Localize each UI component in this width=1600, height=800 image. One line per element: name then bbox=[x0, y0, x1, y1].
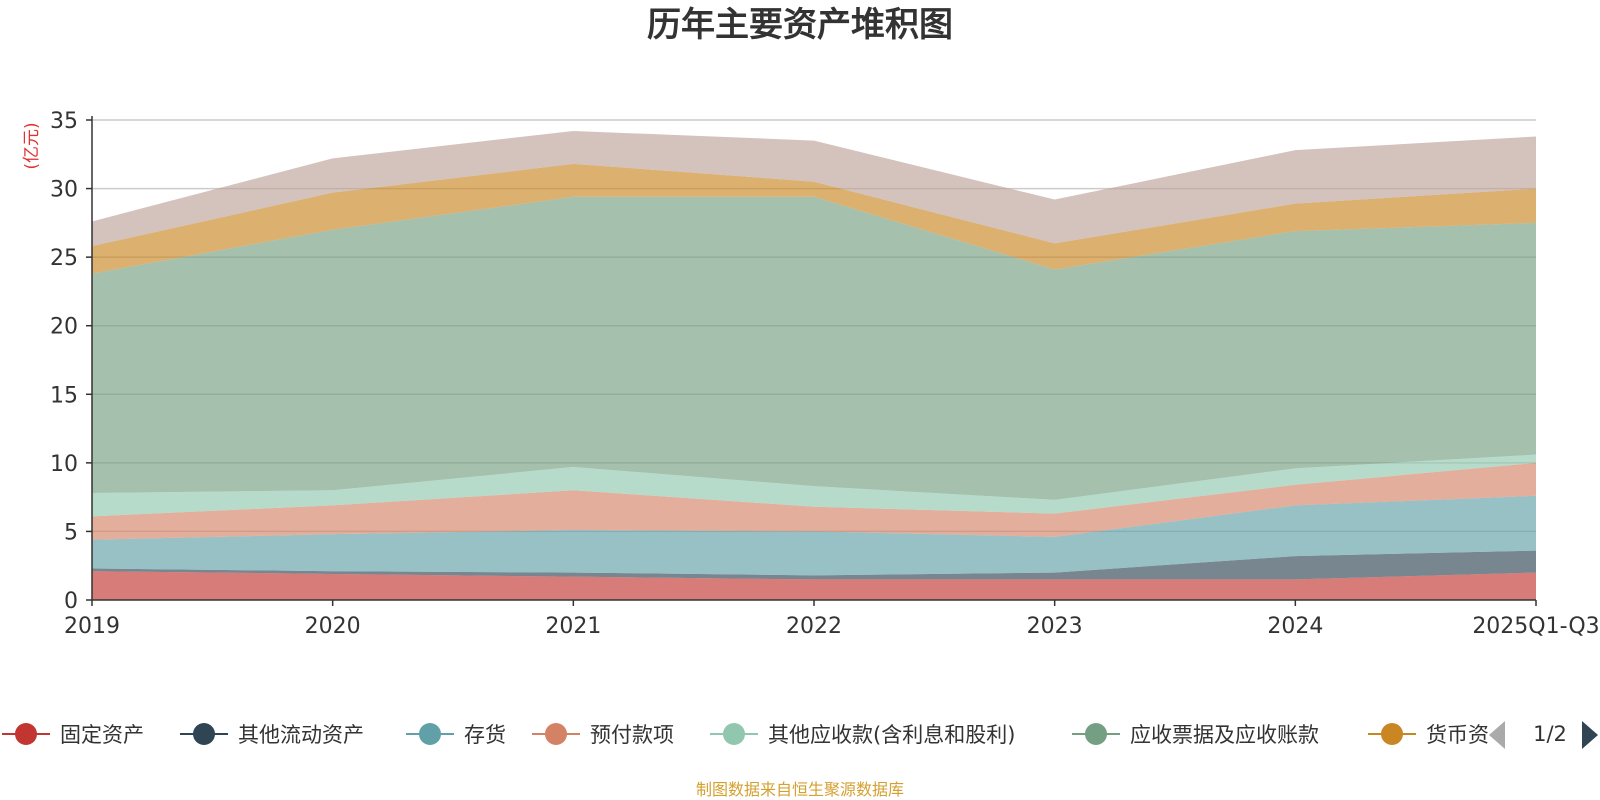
legend-label: 应收票据及应收账款 bbox=[1130, 723, 1319, 747]
area-6 bbox=[92, 163, 1536, 274]
y-tick-label: 10 bbox=[50, 452, 78, 477]
chart-title: 历年主要资产堆积图 bbox=[647, 5, 953, 45]
legend-item[interactable]: 其他流动资产 bbox=[180, 723, 364, 747]
x-tick-label: 2025Q1-Q3 bbox=[1472, 614, 1599, 639]
area-1 bbox=[92, 550, 1536, 580]
legend-marker bbox=[193, 723, 215, 745]
area-0 bbox=[92, 571, 1536, 600]
area-7 bbox=[92, 130, 1536, 247]
area-series bbox=[92, 130, 1536, 600]
x-tick-label: 2023 bbox=[1027, 614, 1083, 639]
legend-marker bbox=[1381, 723, 1403, 745]
legend-prev-icon[interactable] bbox=[1489, 721, 1505, 749]
y-tick-label: 30 bbox=[50, 178, 78, 203]
legend-item[interactable]: 预付款项 bbox=[532, 723, 674, 747]
x-tick-label: 2022 bbox=[786, 614, 842, 639]
y-tick-label: 0 bbox=[64, 589, 78, 614]
legend-label: 其他流动资产 bbox=[238, 723, 364, 747]
legend-item[interactable]: 应收票据及应收账款 bbox=[1072, 723, 1319, 747]
y-tick-label: 25 bbox=[50, 246, 78, 271]
legend-label: 其他应收款(含利息和股利) bbox=[768, 723, 1015, 747]
legend-marker bbox=[545, 723, 567, 745]
legend-marker bbox=[15, 723, 37, 745]
legend-next-icon[interactable] bbox=[1582, 721, 1598, 749]
y-axis-label: (亿元) bbox=[22, 122, 42, 169]
legend-marker bbox=[419, 723, 441, 745]
legend[interactable]: 固定资产 其他流动资产 存货 预付款项 其他应收款(含利息和股利) 应收票据及应收账款 货币… bbox=[2, 721, 1598, 749]
source-note: 制图数据来自恒生聚源数据库 bbox=[696, 780, 904, 799]
legend-item[interactable]: 货币资 bbox=[1368, 723, 1489, 747]
legend-marker bbox=[1085, 723, 1107, 745]
area-3 bbox=[92, 462, 1536, 540]
y-tick-label: 5 bbox=[64, 520, 78, 545]
legend-item[interactable]: 存货 bbox=[406, 723, 506, 747]
x-tick-label: 2024 bbox=[1267, 614, 1323, 639]
x-tick-label: 2019 bbox=[64, 614, 120, 639]
legend-label: 存货 bbox=[464, 723, 506, 747]
y-tick-label: 20 bbox=[50, 315, 78, 340]
y-tick-label: 15 bbox=[50, 383, 78, 408]
legend-marker bbox=[723, 723, 745, 745]
axes: 0 5 10 15 20 25 30 35 2019 2020 2021 2022 2023 2024 20… bbox=[50, 109, 1600, 639]
area-4 bbox=[92, 454, 1536, 517]
legend-label: 货币资 bbox=[1426, 723, 1489, 747]
x-tick-label: 2020 bbox=[305, 614, 361, 639]
legend-label: 预付款项 bbox=[590, 723, 674, 747]
area-5 bbox=[92, 196, 1536, 500]
y-tick-label: 35 bbox=[50, 109, 78, 134]
legend-page-indicator: 1/2 bbox=[1533, 722, 1567, 746]
legend-item[interactable]: 固定资产 bbox=[2, 723, 144, 747]
legend-label: 固定资产 bbox=[60, 723, 144, 747]
area-2 bbox=[92, 495, 1536, 576]
x-tick-label: 2021 bbox=[545, 614, 601, 639]
legend-item[interactable]: 其他应收款(含利息和股利) bbox=[710, 723, 1015, 747]
